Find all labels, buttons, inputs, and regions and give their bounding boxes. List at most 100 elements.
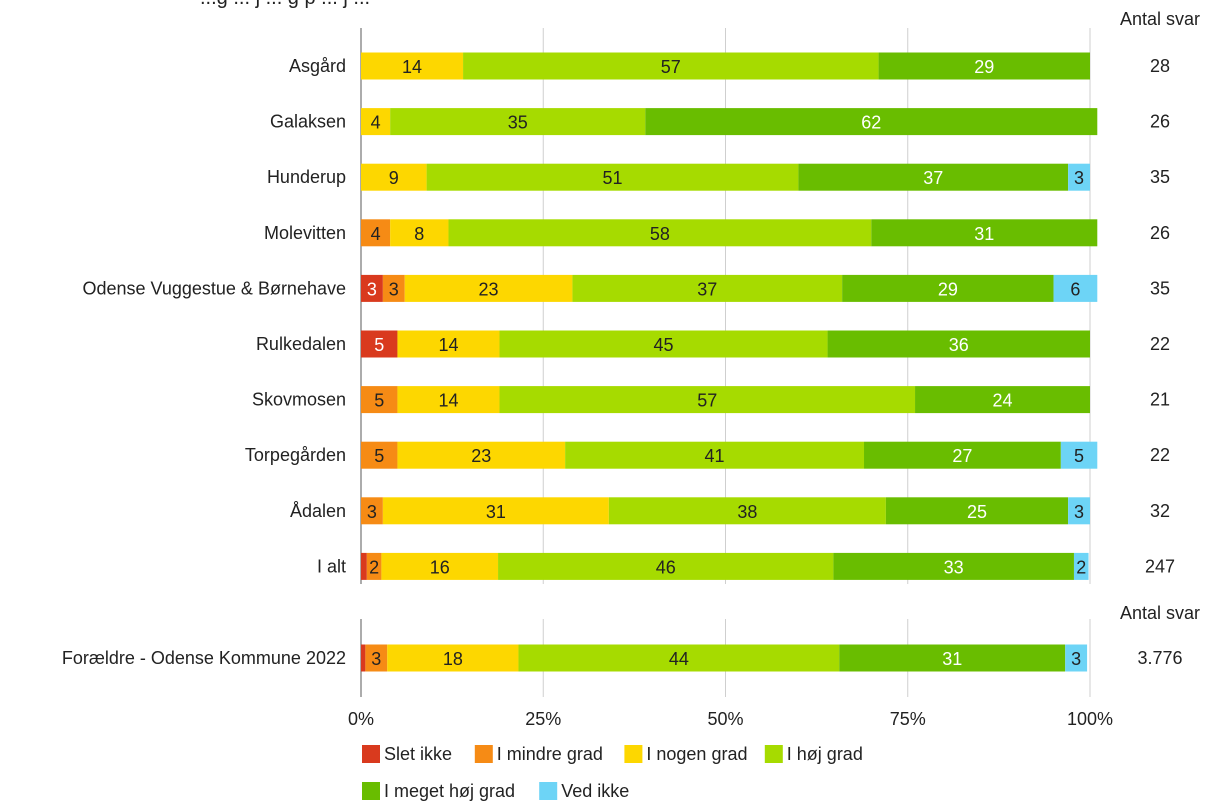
- data-label: 58: [650, 224, 670, 244]
- data-label: 5: [374, 446, 384, 466]
- data-label: 24: [993, 391, 1013, 411]
- row-label: Odense Vuggestue & Børnehave: [82, 278, 346, 298]
- data-label: 8: [414, 224, 424, 244]
- data-label: 25: [967, 502, 987, 522]
- data-label: 23: [471, 446, 491, 466]
- bar-segment-i-mindre-grad: [366, 552, 382, 580]
- data-label: 5: [374, 335, 384, 355]
- data-label: 23: [479, 279, 499, 299]
- bar-segment-ved-ikke: [1068, 497, 1090, 525]
- bar-segment-i-meget-høj-grad: [833, 552, 1074, 580]
- bar-segment-i-meget-høj-grad: [915, 386, 1090, 414]
- data-label: 3: [1071, 649, 1081, 669]
- bar-segment-i-meget-høj-grad: [645, 108, 1098, 136]
- row-label: Molevitten: [264, 223, 346, 243]
- data-label: 31: [974, 224, 994, 244]
- data-label: 4: [371, 224, 381, 244]
- response-count: 26: [1150, 223, 1170, 243]
- response-count: 32: [1150, 501, 1170, 521]
- count-header: Antal svar: [1120, 603, 1200, 623]
- data-label: 16: [430, 557, 450, 577]
- bar-segment-i-høj-grad: [390, 108, 646, 136]
- response-count: 35: [1150, 167, 1170, 187]
- legend-swatch: [362, 782, 380, 800]
- bar-segment-i-høj-grad: [608, 497, 886, 525]
- bar-segment-i-nogen-grad: [404, 274, 573, 302]
- data-label: 31: [942, 649, 962, 669]
- bar-segment-i-høj-grad: [499, 386, 916, 414]
- bar-segment-i-meget-høj-grad: [878, 52, 1090, 80]
- response-count: 22: [1150, 334, 1170, 354]
- data-label: 2: [1076, 557, 1086, 577]
- response-count: 26: [1150, 112, 1170, 132]
- response-count: 35: [1150, 278, 1170, 298]
- data-label: 3: [367, 279, 377, 299]
- legend-label: Ved ikke: [561, 781, 629, 801]
- bar-segment-i-meget-høj-grad: [798, 163, 1069, 191]
- bar-segment-i-høj-grad: [572, 274, 843, 302]
- bar-segment-i-høj-grad: [518, 644, 840, 672]
- data-label: 6: [1070, 279, 1080, 299]
- bar-segment-ved-ikke: [1053, 274, 1098, 302]
- bar-segment-i-nogen-grad: [387, 644, 519, 672]
- data-label: 29: [974, 57, 994, 77]
- legend-label: Slet ikke: [384, 744, 452, 764]
- data-label: 27: [952, 446, 972, 466]
- row-label: Forældre - Odense Kommune 2022: [62, 648, 346, 668]
- bar-segment-i-høj-grad: [426, 163, 799, 191]
- data-label: 3: [367, 502, 377, 522]
- x-tick-label: 25%: [525, 709, 561, 729]
- bar-segment-i-mindre-grad: [361, 441, 398, 469]
- data-label: 36: [949, 335, 969, 355]
- row-label: Ådalen: [290, 501, 346, 521]
- data-label: 31: [486, 502, 506, 522]
- x-tick-label: 100%: [1067, 709, 1113, 729]
- bar-segment-ved-ikke: [1068, 163, 1090, 191]
- data-label: 46: [656, 557, 676, 577]
- row-label: Torpegården: [245, 445, 346, 465]
- bar-segment-i-mindre-grad: [365, 644, 388, 672]
- legend-swatch: [362, 745, 380, 763]
- row-label: Hunderup: [267, 167, 346, 187]
- bar-segment-i-nogen-grad: [382, 497, 609, 525]
- legend-label: I mindre grad: [497, 744, 603, 764]
- bar-segment-i-nogen-grad: [397, 441, 566, 469]
- bar-segment-slet-ikke: [361, 274, 383, 302]
- data-label: 38: [737, 502, 757, 522]
- data-label: 14: [402, 57, 422, 77]
- bar-segment-i-nogen-grad: [397, 386, 500, 414]
- row-label: Skovmosen: [252, 390, 346, 410]
- bar-segment-i-nogen-grad: [390, 219, 449, 247]
- response-count: 247: [1145, 556, 1175, 576]
- data-label: 5: [374, 391, 384, 411]
- data-label: 3: [1074, 502, 1084, 522]
- bar-segment-i-nogen-grad: [361, 108, 391, 136]
- data-label: 37: [697, 279, 717, 299]
- bar-segment-slet-ikke: [361, 552, 367, 580]
- bar-segment-i-meget-høj-grad: [839, 644, 1066, 672]
- chart-title-partial: ...g ... j ... g p ... j ...: [200, 0, 370, 10]
- data-label: 4: [371, 113, 381, 133]
- x-tick-label: 0%: [348, 709, 374, 729]
- bar-segment-i-mindre-grad: [361, 219, 391, 247]
- data-label: 29: [938, 279, 958, 299]
- bar-segment-slet-ikke: [361, 330, 398, 358]
- bar-segment-i-meget-høj-grad: [842, 274, 1054, 302]
- bar-segment-i-meget-høj-grad: [827, 330, 1090, 358]
- row-label: Rulkedalen: [256, 334, 346, 354]
- data-label: 35: [508, 113, 528, 133]
- row-label: Asgård: [289, 56, 346, 76]
- bar-segment-i-nogen-grad: [361, 163, 427, 191]
- legend-swatch: [474, 745, 493, 763]
- data-label: 3: [1074, 168, 1084, 188]
- data-label: 3: [389, 279, 399, 299]
- bar-segment-i-høj-grad: [499, 330, 828, 358]
- bar-segment-i-mindre-grad: [382, 274, 405, 302]
- response-count: 3.776: [1137, 648, 1182, 668]
- data-label: 41: [705, 446, 725, 466]
- bar-segment-i-høj-grad: [498, 552, 834, 580]
- bar-segment-slet-ikke: [361, 644, 366, 672]
- data-label: 14: [438, 335, 458, 355]
- data-label: 3: [371, 649, 381, 669]
